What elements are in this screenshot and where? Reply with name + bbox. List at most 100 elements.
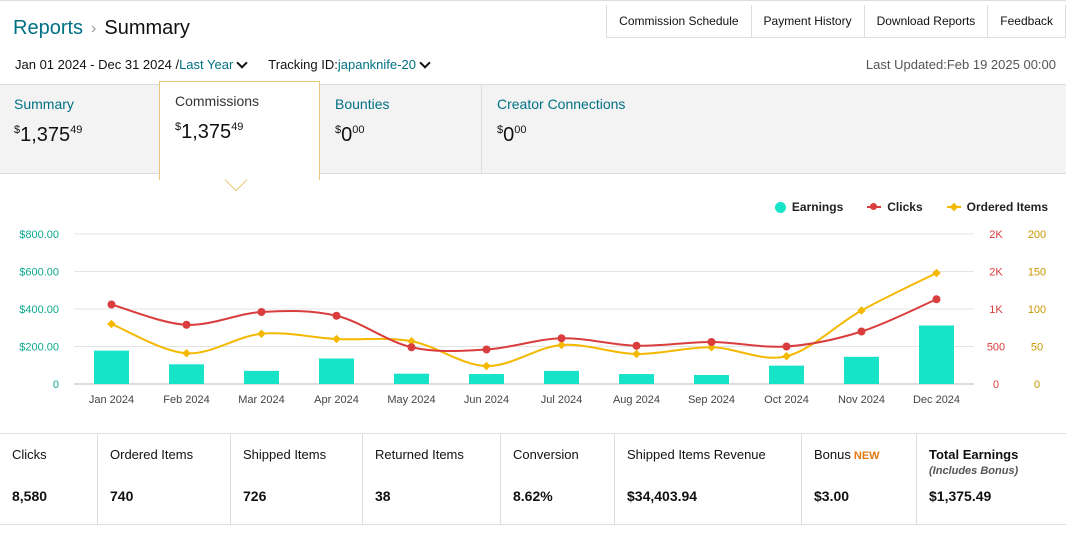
commission-schedule-link[interactable]: Commission Schedule (619, 14, 739, 28)
bar-earnings (469, 374, 504, 384)
point-clicks (332, 311, 341, 320)
point-ordered-items (107, 319, 116, 329)
point-clicks (707, 338, 716, 346)
y-tick-label-clicks: 0 (993, 379, 999, 391)
point-ordered-items (632, 349, 641, 359)
download-reports-link[interactable]: Download Reports (863, 5, 988, 37)
page-header: Reports › Summary Commission Schedule Pa… (0, 0, 1066, 84)
stat-label: Total Earnings (Includes Bonus) (929, 447, 1066, 479)
stat-total-earnings: Total Earnings (Includes Bonus) $1,375.49 (917, 434, 1066, 524)
stat-conversion: Conversion 8.62% (501, 434, 615, 524)
y-tick-label-clicks: 500 (987, 342, 1005, 354)
point-ordered-items (932, 268, 941, 278)
point-clicks (482, 345, 491, 354)
legend-ordered-items[interactable]: Ordered Items (946, 200, 1048, 214)
y-tick-label-ordered: 150 (1028, 267, 1046, 279)
x-tick-label: Mar 2024 (238, 394, 284, 406)
stat-label: Returned Items (375, 447, 464, 462)
tracking-id-dropdown[interactable]: japanknife-20 (337, 57, 416, 72)
x-tick-label: Nov 2024 (838, 394, 885, 406)
bar-earnings (619, 374, 654, 384)
x-tick-label: May 2024 (387, 394, 435, 406)
page-title: Summary (104, 17, 190, 39)
stats-bar: Clicks 8,580 Ordered Items 740 Shipped I… (0, 433, 1066, 525)
point-ordered-items (182, 349, 191, 358)
y-tick-label-clicks: 1K (989, 304, 1003, 316)
stat-shipped-items: Shipped Items 726 (231, 434, 363, 524)
point-clicks (782, 342, 791, 351)
date-range: Jan 01 2024 - Dec 31 2024 / (15, 57, 180, 72)
x-tick-label: Sep 2024 (688, 394, 735, 406)
stat-bonus: Bonus NEW $3.00 (802, 434, 917, 524)
stat-label: Conversion (513, 447, 579, 462)
feedback-link[interactable]: Feedback (987, 5, 1065, 37)
legend-earnings-label: Earnings (791, 200, 844, 214)
y-tick-label-clicks: 2K (989, 267, 1003, 279)
tab-amount: $1,37549 (175, 121, 244, 143)
chart-plot: $800.00 2K 200 $600.00 2K 150 $400.00 1K 100 $200… (19, 229, 1046, 406)
stat-label: Shipped Items Revenue (627, 447, 766, 462)
ordered-swatch (946, 202, 961, 212)
chevron-down-icon[interactable] (419, 56, 431, 69)
stat-value: $3.00 (814, 488, 850, 504)
tab-creator-connections[interactable]: Creator Connections $000 (483, 85, 683, 174)
stat-label: Bonus NEW (814, 447, 880, 462)
point-clicks (557, 334, 566, 343)
legend-clicks[interactable]: Clicks (867, 200, 923, 214)
y-tick-label-earnings: $600.00 (19, 267, 59, 279)
bar-earnings (394, 373, 429, 384)
point-clicks (857, 327, 866, 336)
stat-value: 726 (243, 488, 267, 504)
bar-earnings (844, 356, 879, 384)
breadcrumb-separator: › (91, 19, 97, 37)
y-tick-label-clicks: 2K (989, 229, 1003, 241)
tab-label: Bounties (335, 96, 390, 112)
y-tick-label-earnings: $800.00 (19, 229, 59, 241)
tab-summary[interactable]: Summary $1,37549 (0, 85, 159, 174)
tab-amount: $1,37549 (14, 124, 83, 146)
period-dropdown[interactable]: Last Year (179, 57, 234, 72)
line-clicks (111, 298, 937, 353)
stat-returned-items: Returned Items 38 (363, 434, 501, 524)
stat-value: 38 (375, 488, 391, 504)
x-tick-label: Dec 2024 (913, 394, 960, 406)
chevron-down-icon[interactable] (236, 56, 248, 69)
tab-label: Creator Connections (497, 96, 626, 112)
stat-value: 8.62% (513, 488, 553, 504)
stat-label: Clicks (12, 447, 47, 462)
tracking-label: Tracking ID: (268, 57, 338, 72)
bar-earnings (544, 370, 579, 384)
point-clicks (182, 320, 191, 329)
y-tick-label-ordered: 0 (1034, 379, 1040, 391)
x-tick-label: Jan 2024 (89, 394, 134, 406)
x-tick-label: Aug 2024 (613, 394, 660, 406)
x-tick-label: Apr 2024 (314, 394, 359, 406)
tab-label: Summary (14, 96, 74, 112)
bar-earnings (94, 350, 129, 384)
bar-earnings (919, 325, 954, 384)
stat-sublabel: (Includes Bonus) (929, 465, 1019, 477)
x-tick-label: Jun 2024 (464, 394, 509, 406)
tab-amount: $000 (497, 124, 527, 146)
y-tick-label-earnings: 0 (53, 379, 59, 391)
tab-commissions[interactable]: Commissions $1,37549 (159, 81, 320, 180)
payment-history-link[interactable]: Payment History (750, 5, 864, 37)
breadcrumb-reports-link[interactable]: Reports (13, 17, 84, 39)
legend-earnings[interactable]: Earnings (774, 200, 844, 214)
point-clicks (632, 341, 641, 350)
earnings-swatch (774, 201, 786, 213)
x-tick-label: Jul 2024 (541, 394, 583, 406)
stat-value: 740 (110, 488, 134, 504)
stat-value: $34,403.94 (627, 488, 698, 504)
y-tick-label-ordered: 100 (1028, 304, 1046, 316)
line-ordered-items (111, 272, 937, 368)
stat-value: 8,580 (12, 488, 48, 504)
bar-earnings (769, 365, 804, 384)
x-tick-label: Oct 2024 (764, 394, 809, 406)
point-ordered-items (782, 352, 791, 361)
point-clicks (932, 295, 941, 304)
tab-bounties[interactable]: Bounties $000 (321, 85, 482, 174)
stat-label: Ordered Items (110, 447, 194, 462)
y-tick-label-earnings: $200.00 (19, 342, 59, 354)
y-tick-label-ordered: 200 (1028, 229, 1046, 241)
